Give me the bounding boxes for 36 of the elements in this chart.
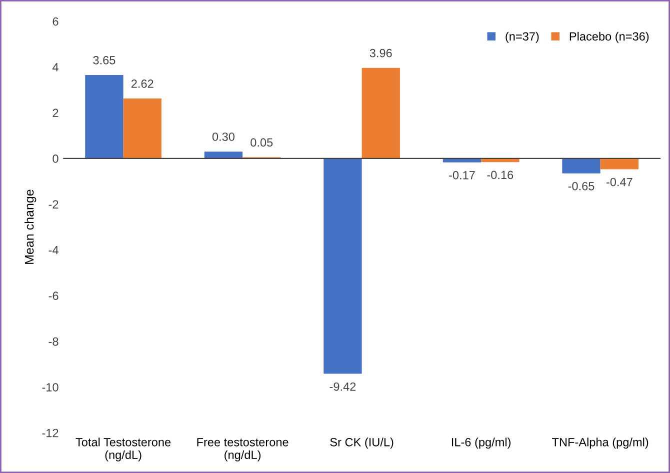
y-tick-label: 6	[52, 17, 58, 26]
y-tick-label: 0	[52, 154, 58, 163]
bar	[362, 68, 400, 158]
data-label: -0.47	[606, 178, 632, 186]
data-label: 0.05	[250, 138, 273, 147]
bar	[562, 158, 600, 174]
data-label: -0.16	[487, 170, 514, 180]
data-label: -9.42	[330, 382, 356, 391]
bar	[204, 152, 243, 158]
y-tick-label: -10	[42, 383, 58, 392]
y-tick-label: -6	[48, 292, 58, 300]
legend-label: (n=37)	[506, 32, 539, 43]
x-tick-label: IL-6 (pg/ml)	[452, 438, 511, 449]
x-tick-label: TNF-Alpha (pg/ml)	[552, 438, 648, 449]
bar	[324, 158, 362, 374]
bar	[85, 75, 124, 158]
y-tick-label: -2	[48, 200, 58, 208]
bar	[442, 158, 482, 162]
data-label: 2.62	[131, 80, 154, 88]
x-tick-label: Total Testosterone (ng/dL)	[76, 438, 171, 462]
legend-label: Placebo (n=36)	[570, 32, 649, 43]
bar	[600, 158, 638, 170]
data-label: -0.65	[568, 182, 594, 190]
y-tick-label: -8	[48, 337, 58, 346]
bar	[123, 98, 162, 158]
x-tick-label: Free testosterone (ng/dL)	[197, 438, 288, 462]
y-axis-title: Mean change	[24, 190, 36, 264]
data-label: 3.96	[370, 48, 392, 58]
y-tick-label: -12	[42, 428, 58, 438]
x-tick-label: Sr CK (IU/L)	[330, 438, 394, 449]
y-tick-label: 4	[52, 63, 58, 72]
y-tick-label: -4	[48, 246, 58, 254]
data-label: 3.65	[93, 56, 116, 64]
data-label: -0.17	[449, 170, 475, 180]
y-tick-label: 2	[52, 108, 58, 118]
data-label: 0.30	[212, 132, 234, 141]
